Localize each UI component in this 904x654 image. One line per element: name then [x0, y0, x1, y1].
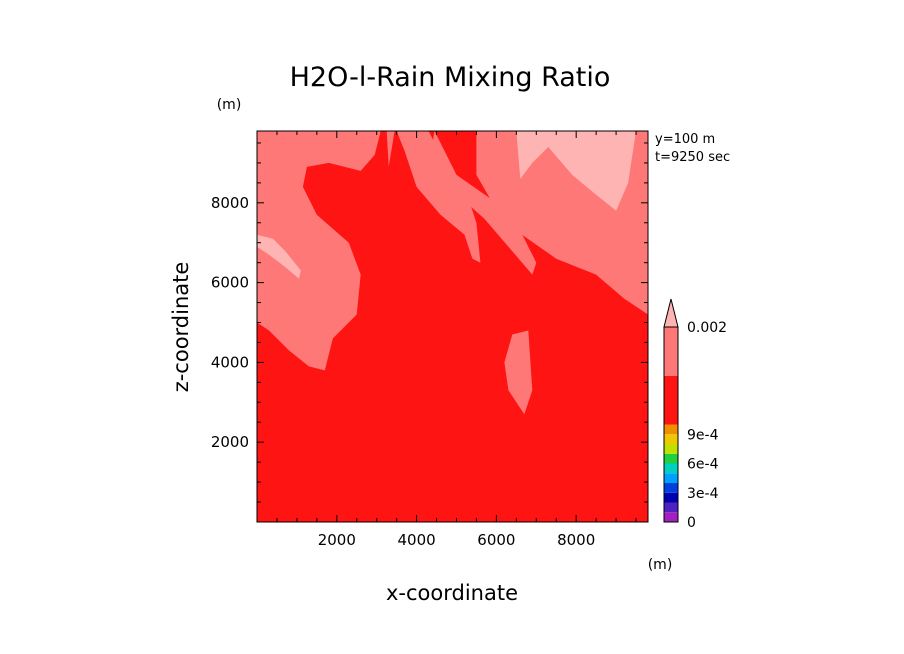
plot-frame: [256, 130, 649, 523]
contour-region-left-light-strip: [257, 234, 301, 279]
colorbar-segment: [664, 473, 678, 483]
contour-region-finger-b: [430, 131, 537, 275]
contour-field: [257, 131, 648, 522]
colorbar-extend-arrow: [663, 298, 679, 328]
contour-region-lower-streak: [504, 330, 533, 415]
colorbar-segment: [664, 444, 678, 454]
annotation-t: t=9250 sec: [655, 150, 730, 165]
colorbar: 0 3e-4 6e-4 9e-4 0.002: [663, 298, 727, 531]
colorbar-segment: [664, 375, 678, 425]
colorbar-frame: [663, 326, 679, 523]
x-tick-label: 8000: [557, 531, 595, 549]
colorbar-label: 6e-4: [687, 457, 719, 473]
x-axis-label: x-coordinate: [386, 581, 518, 605]
colorbar-label: 0.002: [687, 320, 727, 336]
colorbar-segment: [664, 492, 678, 503]
x-tick-label: 6000: [477, 531, 515, 549]
axes: 2000 4000 6000 8000 2000 4000 6000 8000: [211, 130, 649, 549]
chart-title: H2O-l-Rain Mixing Ratio: [290, 62, 611, 93]
colorbar-label: 9e-4: [687, 427, 719, 443]
x-tick-label: 4000: [397, 531, 435, 549]
contour-region-finger-a: [396, 131, 481, 263]
contour-region-top-wedge: [386, 131, 395, 167]
colorbar-segment: [664, 512, 678, 522]
y-axis-label: z-coordinate: [169, 262, 193, 393]
colorbar-label: 3e-4: [687, 486, 719, 502]
y-unit-label: (m): [217, 97, 242, 113]
colorbar-segment: [664, 424, 678, 435]
colorbar-segment: [664, 502, 678, 513]
y-tick-label: 6000: [211, 274, 249, 292]
annotation-y: y=100 m: [655, 132, 715, 147]
y-tick-label: 2000: [211, 433, 249, 451]
colorbar-segment: [664, 463, 678, 474]
contour-region-right-light-patch: [516, 131, 636, 211]
x-tick-label: 2000: [318, 531, 356, 549]
contour-region-left-upper-band: [257, 131, 381, 371]
y-tick-label: 4000: [211, 353, 249, 371]
y-tick-label: 8000: [211, 194, 249, 212]
colorbar-label: 0: [687, 515, 696, 531]
x-unit-label: (m): [648, 557, 673, 573]
colorbar-segment: [664, 453, 678, 464]
colorbar-segment: [664, 327, 678, 376]
colorbar-segment: [664, 434, 678, 444]
colorbar-segment: [664, 483, 678, 493]
